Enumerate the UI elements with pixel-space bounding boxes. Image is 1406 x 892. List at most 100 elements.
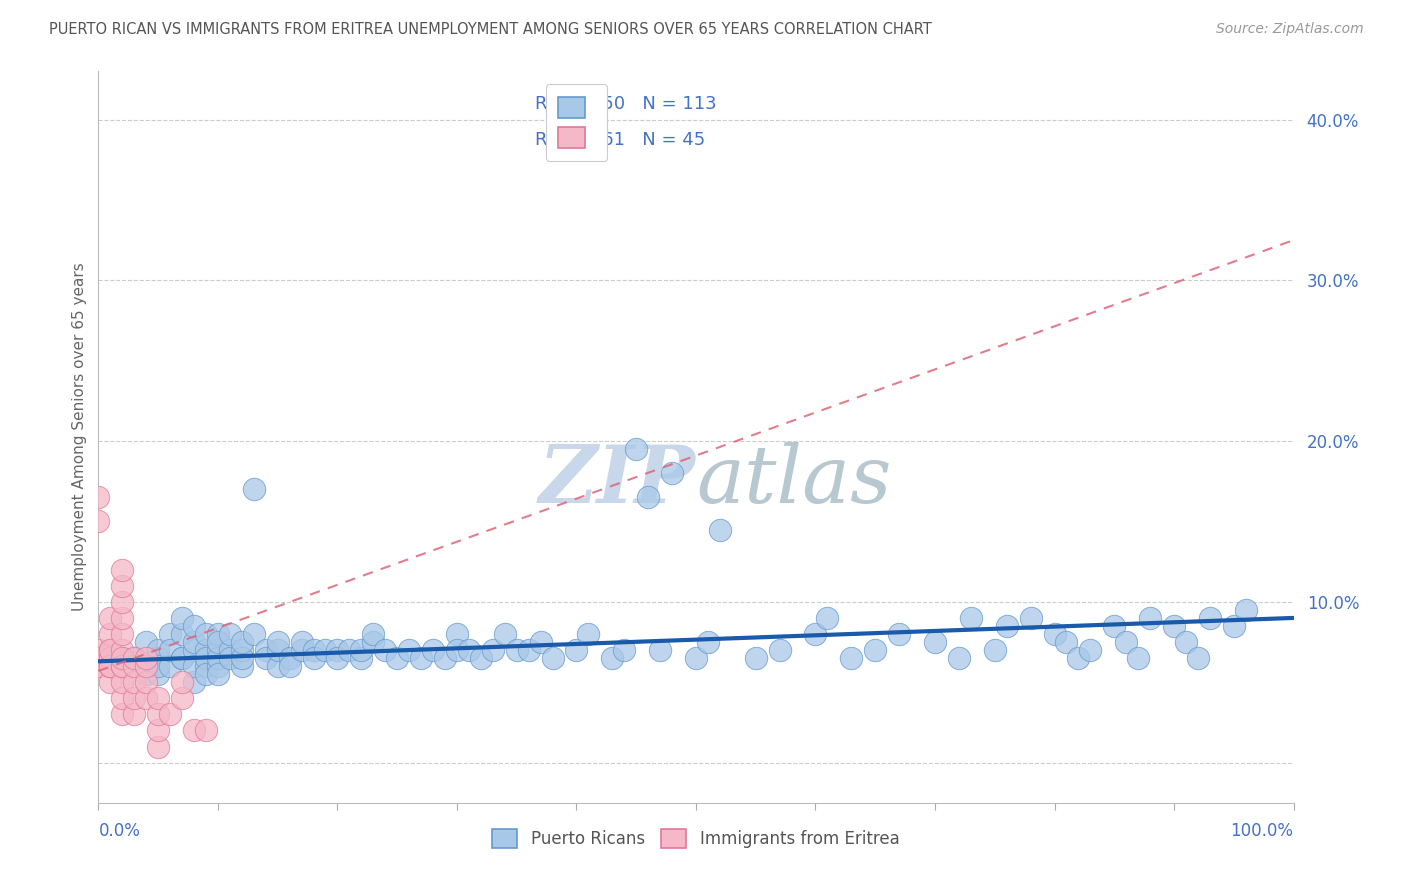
Point [183, 659, 205, 673]
Point [219, 627, 242, 641]
Point [517, 643, 540, 657]
Point [124, 651, 146, 665]
Point [98, 659, 122, 673]
Point [434, 651, 457, 665]
Point [148, 691, 170, 706]
Point [111, 563, 134, 577]
Point [148, 739, 170, 754]
Point [254, 643, 277, 657]
Text: 100.0%: 100.0% [1230, 822, 1294, 840]
Point [98, 627, 122, 641]
Point [446, 627, 468, 641]
Point [613, 643, 636, 657]
Point [363, 627, 385, 641]
Point [148, 643, 170, 657]
Point [267, 635, 290, 649]
Point [98, 675, 122, 690]
Point [172, 627, 194, 641]
Point [626, 442, 648, 457]
Point [148, 659, 170, 673]
Point [124, 659, 146, 673]
Text: 0.0%: 0.0% [98, 822, 141, 840]
Point [172, 611, 194, 625]
Point [98, 643, 122, 657]
Text: ZIP: ZIP [538, 442, 696, 520]
Point [1128, 651, 1150, 665]
Legend: Puerto Ricans, Immigrants from Eritrea: Puerto Ricans, Immigrants from Eritrea [484, 821, 908, 856]
Point [411, 651, 433, 665]
Point [124, 691, 146, 706]
Point [291, 643, 314, 657]
Point [924, 635, 946, 649]
Point [1080, 643, 1102, 657]
Point [661, 467, 683, 481]
Point [648, 643, 672, 657]
Point [815, 611, 838, 625]
Point [183, 635, 205, 649]
Text: Source: ZipAtlas.com: Source: ZipAtlas.com [1216, 22, 1364, 37]
Point [111, 707, 134, 722]
Point [98, 643, 122, 657]
Point [948, 651, 970, 665]
Point [1043, 627, 1066, 641]
Point [1115, 635, 1137, 649]
Point [541, 651, 564, 665]
Point [195, 667, 218, 681]
Point [231, 643, 253, 657]
Point [231, 635, 253, 649]
Point [148, 707, 170, 722]
Point [398, 643, 420, 657]
Point [111, 595, 134, 609]
Point [278, 651, 301, 665]
Point [87, 659, 110, 673]
Point [326, 651, 349, 665]
Point [135, 667, 157, 681]
Point [995, 619, 1018, 633]
Point [207, 659, 229, 673]
Point [1104, 619, 1126, 633]
Point [315, 643, 337, 657]
Point [207, 651, 229, 665]
Point [1019, 611, 1042, 625]
Point [111, 659, 134, 673]
Point [195, 651, 218, 665]
Point [135, 651, 157, 665]
Point [195, 723, 218, 738]
Point [374, 643, 396, 657]
Point [98, 611, 122, 625]
Point [111, 627, 134, 641]
Point [219, 643, 242, 657]
Point [159, 707, 181, 722]
Point [111, 675, 134, 690]
Point [745, 651, 768, 665]
Point [385, 651, 409, 665]
Point [267, 659, 290, 673]
Point [602, 651, 624, 665]
Point [254, 651, 277, 665]
Point [195, 659, 218, 673]
Point [111, 651, 134, 665]
Text: R = 0.150   N = 113: R = 0.150 N = 113 [534, 95, 716, 113]
Point [87, 515, 110, 529]
Point [889, 627, 911, 641]
Point [207, 667, 229, 681]
Point [1163, 619, 1185, 633]
Point [135, 635, 157, 649]
Point [111, 611, 134, 625]
Point [1056, 635, 1078, 649]
Point [183, 619, 205, 633]
Point [98, 651, 122, 665]
Point [87, 491, 110, 505]
Point [841, 651, 863, 665]
Text: atlas: atlas [696, 442, 891, 520]
Point [159, 643, 181, 657]
Point [111, 651, 134, 665]
Point [565, 643, 588, 657]
Text: PUERTO RICAN VS IMMIGRANTS FROM ERITREA UNEMPLOYMENT AMONG SENIORS OVER 65 YEARS: PUERTO RICAN VS IMMIGRANTS FROM ERITREA … [49, 22, 932, 37]
Point [195, 643, 218, 657]
Point [709, 523, 731, 537]
Point [172, 675, 194, 690]
Point [339, 643, 361, 657]
Point [685, 651, 707, 665]
Point [506, 643, 529, 657]
